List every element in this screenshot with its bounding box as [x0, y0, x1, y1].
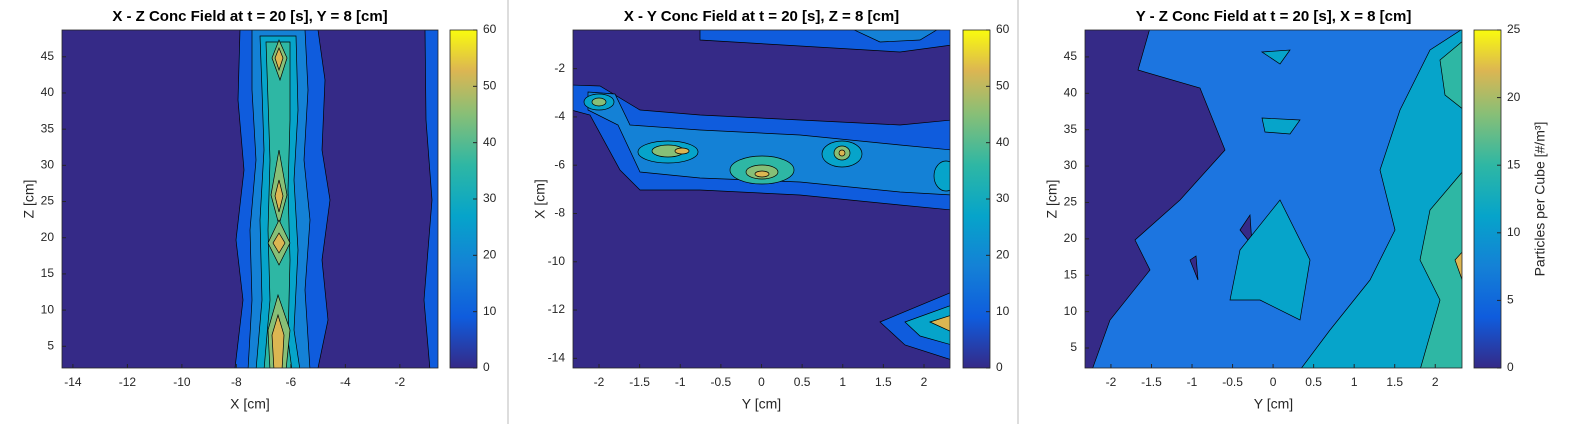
y-tick-label: -6 [554, 157, 565, 171]
x-axis-label: X [cm] [230, 396, 270, 412]
x-tick-label: -2 [594, 375, 605, 389]
x-tick-label: -10 [173, 375, 191, 389]
y-axis-label: Z [cm] [21, 180, 37, 219]
x-tick-label: -0.5 [711, 375, 732, 389]
y-tick-label: -2 [554, 61, 565, 75]
x-tick-label: -2 [395, 375, 406, 389]
chart-title: X - Y Conc Field at t = 20 [s], Z = 8 [c… [624, 8, 899, 25]
y-tick-label: 20 [41, 230, 55, 244]
x-tick-label: 1.5 [875, 375, 892, 389]
colorbar-tick-label: 50 [483, 79, 497, 93]
y-tick-label: 5 [1070, 340, 1077, 354]
colorbar-tick-label: 0 [996, 360, 1003, 374]
y-tick-label: 10 [41, 302, 55, 316]
y-tick-label: 20 [1064, 231, 1078, 245]
y-tick-label: 25 [41, 194, 55, 208]
x-tick-label: -1.5 [629, 375, 650, 389]
y-tick-label: 45 [41, 49, 55, 63]
x-tick-label: -1 [675, 375, 686, 389]
colorbar-tick-label: 5 [1507, 293, 1514, 307]
y-tick-label: 30 [1064, 158, 1078, 172]
chart-title: X - Z Conc Field at t = 20 [s], Y = 8 [c… [112, 8, 387, 25]
x-tick-label: 0 [758, 375, 765, 389]
x-tick-label: -6 [286, 375, 297, 389]
y-tick-label: 40 [41, 85, 55, 99]
x-tick-label: -14 [64, 375, 82, 389]
x-tick-label: -8 [231, 375, 242, 389]
x-tick-label: -12 [119, 375, 137, 389]
x-tick-label: 0.5 [1305, 375, 1322, 389]
y-tick-label: -12 [548, 302, 566, 316]
colorbar-tick-label: 30 [483, 191, 497, 205]
colorbar-tick-label: 20 [483, 248, 497, 262]
y-tick-label: 40 [1064, 85, 1078, 99]
colorbar-tick-label: 30 [996, 191, 1010, 205]
x-tick-label: 1 [839, 375, 846, 389]
y-tick-label: 5 [47, 338, 54, 352]
colorbar-tick-label: 50 [996, 79, 1010, 93]
y-tick-label: 45 [1064, 49, 1078, 63]
axes-frame [61, 29, 439, 369]
y-axis-label: Z [cm] [1044, 180, 1060, 219]
x-tick-label: 2 [1432, 375, 1439, 389]
colorbar-tick-label: 60 [996, 22, 1010, 36]
x-tick-label: 0.5 [794, 375, 811, 389]
y-tick-label: 15 [41, 266, 55, 280]
x-axis-label: Y [cm] [1254, 396, 1293, 412]
x-tick-label: 2 [921, 375, 928, 389]
y-tick-label: -4 [554, 109, 565, 123]
x-tick-label: 0 [1270, 375, 1277, 389]
y-tick-label: 15 [1064, 267, 1078, 281]
colorbar-tick-label: 10 [996, 304, 1010, 318]
x-tick-label: -1.5 [1141, 375, 1162, 389]
colorbar-label: Particles per Cube [#/m³] [1532, 122, 1548, 277]
colorbar-tick-label: 10 [1507, 225, 1521, 239]
y-tick-label: 35 [41, 121, 55, 135]
colorbar-tick-label: 0 [483, 360, 490, 374]
y-tick-label: -10 [548, 254, 566, 268]
x-tick-label: 1.5 [1386, 375, 1403, 389]
y-tick-label: 25 [1064, 195, 1078, 209]
y-tick-label: -8 [554, 206, 565, 220]
colorbar-tick-label: 20 [996, 248, 1010, 262]
x-axis-label: Y [cm] [742, 396, 781, 412]
chart-title: Y - Z Conc Field at t = 20 [s], X = 8 [c… [1136, 8, 1412, 25]
x-tick-label: -2 [1106, 375, 1117, 389]
colorbar-tick-label: 0 [1507, 360, 1514, 374]
contour-field [573, 30, 950, 368]
contour-field [62, 30, 438, 368]
colorbar-tick-label: 40 [483, 135, 497, 149]
colorbar-tick-label: 40 [996, 135, 1010, 149]
y-tick-label: 30 [41, 158, 55, 172]
colorbar [449, 29, 478, 369]
colorbar-tick-label: 15 [1507, 157, 1521, 171]
x-tick-label: 1 [1351, 375, 1358, 389]
x-tick-label: -1 [1187, 375, 1198, 389]
x-tick-label: -4 [340, 375, 351, 389]
colorbar-tick-label: 10 [483, 304, 497, 318]
x-tick-label: -0.5 [1222, 375, 1243, 389]
y-tick-label: 35 [1064, 122, 1078, 136]
colorbar [962, 29, 991, 369]
colorbar-tick-label: 20 [1507, 90, 1521, 104]
contour-field [1085, 30, 1462, 368]
colorbar-tick-label: 60 [483, 22, 497, 36]
y-tick-label: 10 [1064, 304, 1078, 318]
colorbar-tick-label: 25 [1507, 22, 1521, 36]
y-axis-label: X [cm] [532, 179, 548, 219]
y-tick-label: -14 [548, 351, 566, 365]
colorbar [1473, 29, 1502, 369]
